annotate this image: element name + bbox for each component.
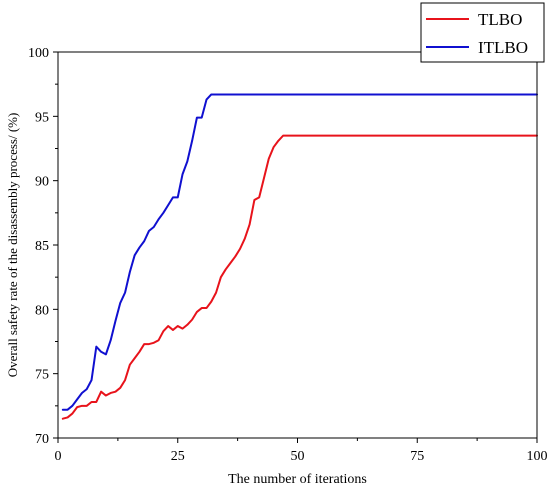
plot-lines xyxy=(61,93,538,420)
y-tick-label: 75 xyxy=(35,368,49,383)
plot-frame xyxy=(57,51,538,439)
legend-label: ITLBO xyxy=(478,38,528,57)
x-tick-label: 25 xyxy=(171,449,185,464)
x-tick-label: 50 xyxy=(291,449,305,464)
y-tick-label: 100 xyxy=(28,46,49,61)
y-tick-label: 90 xyxy=(35,175,49,190)
x-axis: 0 25 50 75 100 xyxy=(55,438,548,464)
x-tick-label: 0 xyxy=(55,449,62,464)
y-tick-label: 80 xyxy=(35,303,49,318)
y-tick-label: 85 xyxy=(35,239,49,254)
y-tick-label: 95 xyxy=(35,110,49,125)
x-axis-label: The number of iterations xyxy=(228,472,367,487)
legend-label: TLBO xyxy=(478,10,522,29)
y-tick-label: 70 xyxy=(35,432,49,447)
series-line-itlbo xyxy=(61,93,538,411)
x-tick-label: 75 xyxy=(410,449,424,464)
series-line-tlbo xyxy=(61,134,538,420)
legend: TLBO ITLBO xyxy=(420,2,545,63)
x-tick-label: 100 xyxy=(527,449,548,464)
legend-box xyxy=(420,2,545,63)
y-axis: 70 75 80 85 90 95 100 xyxy=(28,46,58,447)
y-axis-label: Overall safety rate of the disassembly p… xyxy=(5,113,20,378)
